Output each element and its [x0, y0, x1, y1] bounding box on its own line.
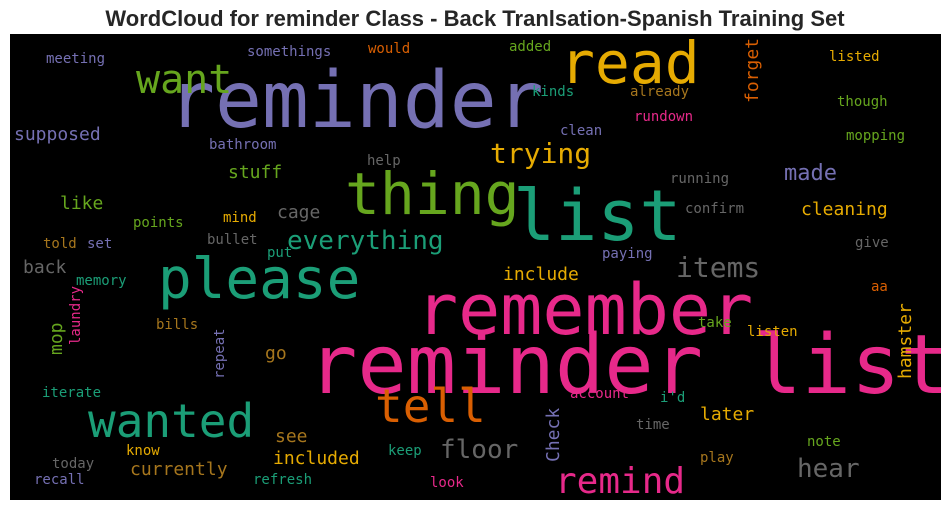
word-play: play	[700, 450, 734, 466]
word-points: points	[133, 215, 184, 231]
word-put: put	[267, 245, 292, 261]
word-reminder-list: reminder list	[308, 318, 941, 413]
word-list: list	[513, 175, 682, 257]
word-aa: aa	[871, 279, 888, 295]
word-include: include	[503, 264, 579, 285]
word-listed: listed	[829, 49, 880, 65]
word-listen: listen	[747, 324, 798, 340]
word-like: like	[60, 193, 103, 214]
word-take: take	[698, 315, 732, 331]
word-later: later	[700, 404, 754, 425]
word-account: account	[570, 386, 629, 402]
word-set: set	[87, 236, 112, 252]
word-back: back	[23, 257, 67, 278]
word-currently: currently	[130, 459, 228, 480]
word-bullet: bullet	[207, 232, 258, 248]
word-look: look	[430, 475, 464, 491]
word-read: read	[560, 34, 700, 97]
word-supposed: supposed	[14, 124, 101, 145]
word-would: would	[368, 41, 410, 57]
word-help: help	[367, 153, 401, 169]
word-tell: tell	[375, 379, 486, 433]
word-mind: mind	[223, 210, 257, 226]
word-items: items	[676, 251, 760, 284]
word-time: time	[636, 417, 670, 433]
word-check: Check	[543, 408, 564, 462]
word-see: see	[275, 426, 308, 447]
word-added: added	[509, 39, 551, 55]
word-confirm: confirm	[685, 201, 744, 217]
word-thing: thing	[345, 160, 520, 228]
word-cleaning: cleaning	[801, 199, 888, 220]
word-told: told	[43, 236, 77, 252]
word-hear: hear	[797, 454, 860, 484]
word-somethings: somethings	[247, 44, 331, 60]
word-reminder: reminder	[168, 56, 544, 146]
chart-title: WordCloud for reminder Class - Back Tran…	[105, 6, 845, 31]
word-included: included	[273, 448, 360, 469]
word-mop: mop	[46, 322, 67, 355]
word-paying: paying	[602, 246, 653, 262]
word-kinds: kinds	[532, 84, 574, 100]
word-stuff: stuff	[228, 162, 282, 183]
word-cage: cage	[277, 202, 320, 223]
word-refresh: refresh	[253, 472, 312, 488]
word-iterate: iterate	[42, 385, 101, 401]
word-rundown: rundown	[634, 109, 693, 125]
word-meeting: meeting	[46, 51, 105, 67]
word-everything: everything	[287, 226, 444, 256]
word-wanted: wanted	[88, 394, 254, 448]
word-give: give	[855, 235, 889, 251]
word-memory: memory	[76, 273, 127, 289]
word-though: though	[837, 94, 888, 110]
wordcloud-panel: reminder list reminder remember list read thi…	[10, 34, 941, 500]
word-keep: keep	[388, 443, 422, 459]
word-hamster: hamster	[895, 303, 916, 379]
word-clean: clean	[560, 123, 602, 139]
word-floor: floor	[440, 435, 518, 465]
word-already: already	[630, 84, 689, 100]
word-recall: recall	[34, 472, 85, 488]
word-repeat: repeat	[212, 328, 228, 379]
word-made: made	[784, 161, 837, 186]
word-today: today	[52, 456, 94, 472]
word-remember: remember	[416, 269, 753, 351]
word-please: please	[158, 247, 360, 312]
word-trying: trying	[490, 137, 591, 170]
word-know: know	[126, 443, 160, 459]
word-running: running	[670, 171, 729, 187]
word-forget: forget	[742, 38, 763, 103]
word-go: go	[265, 343, 287, 364]
word-bathroom: bathroom	[209, 137, 276, 153]
word-laundry: laundry	[68, 286, 84, 345]
word-bills: bills	[156, 317, 198, 333]
wordcloud: reminder list reminder remember list readthi…	[14, 34, 941, 500]
word-remind: remind	[555, 461, 685, 500]
word-want: want	[136, 57, 232, 103]
word-mopping: mopping	[846, 128, 905, 144]
word-note: note	[807, 434, 841, 450]
word-i-d: i'd	[660, 390, 685, 406]
